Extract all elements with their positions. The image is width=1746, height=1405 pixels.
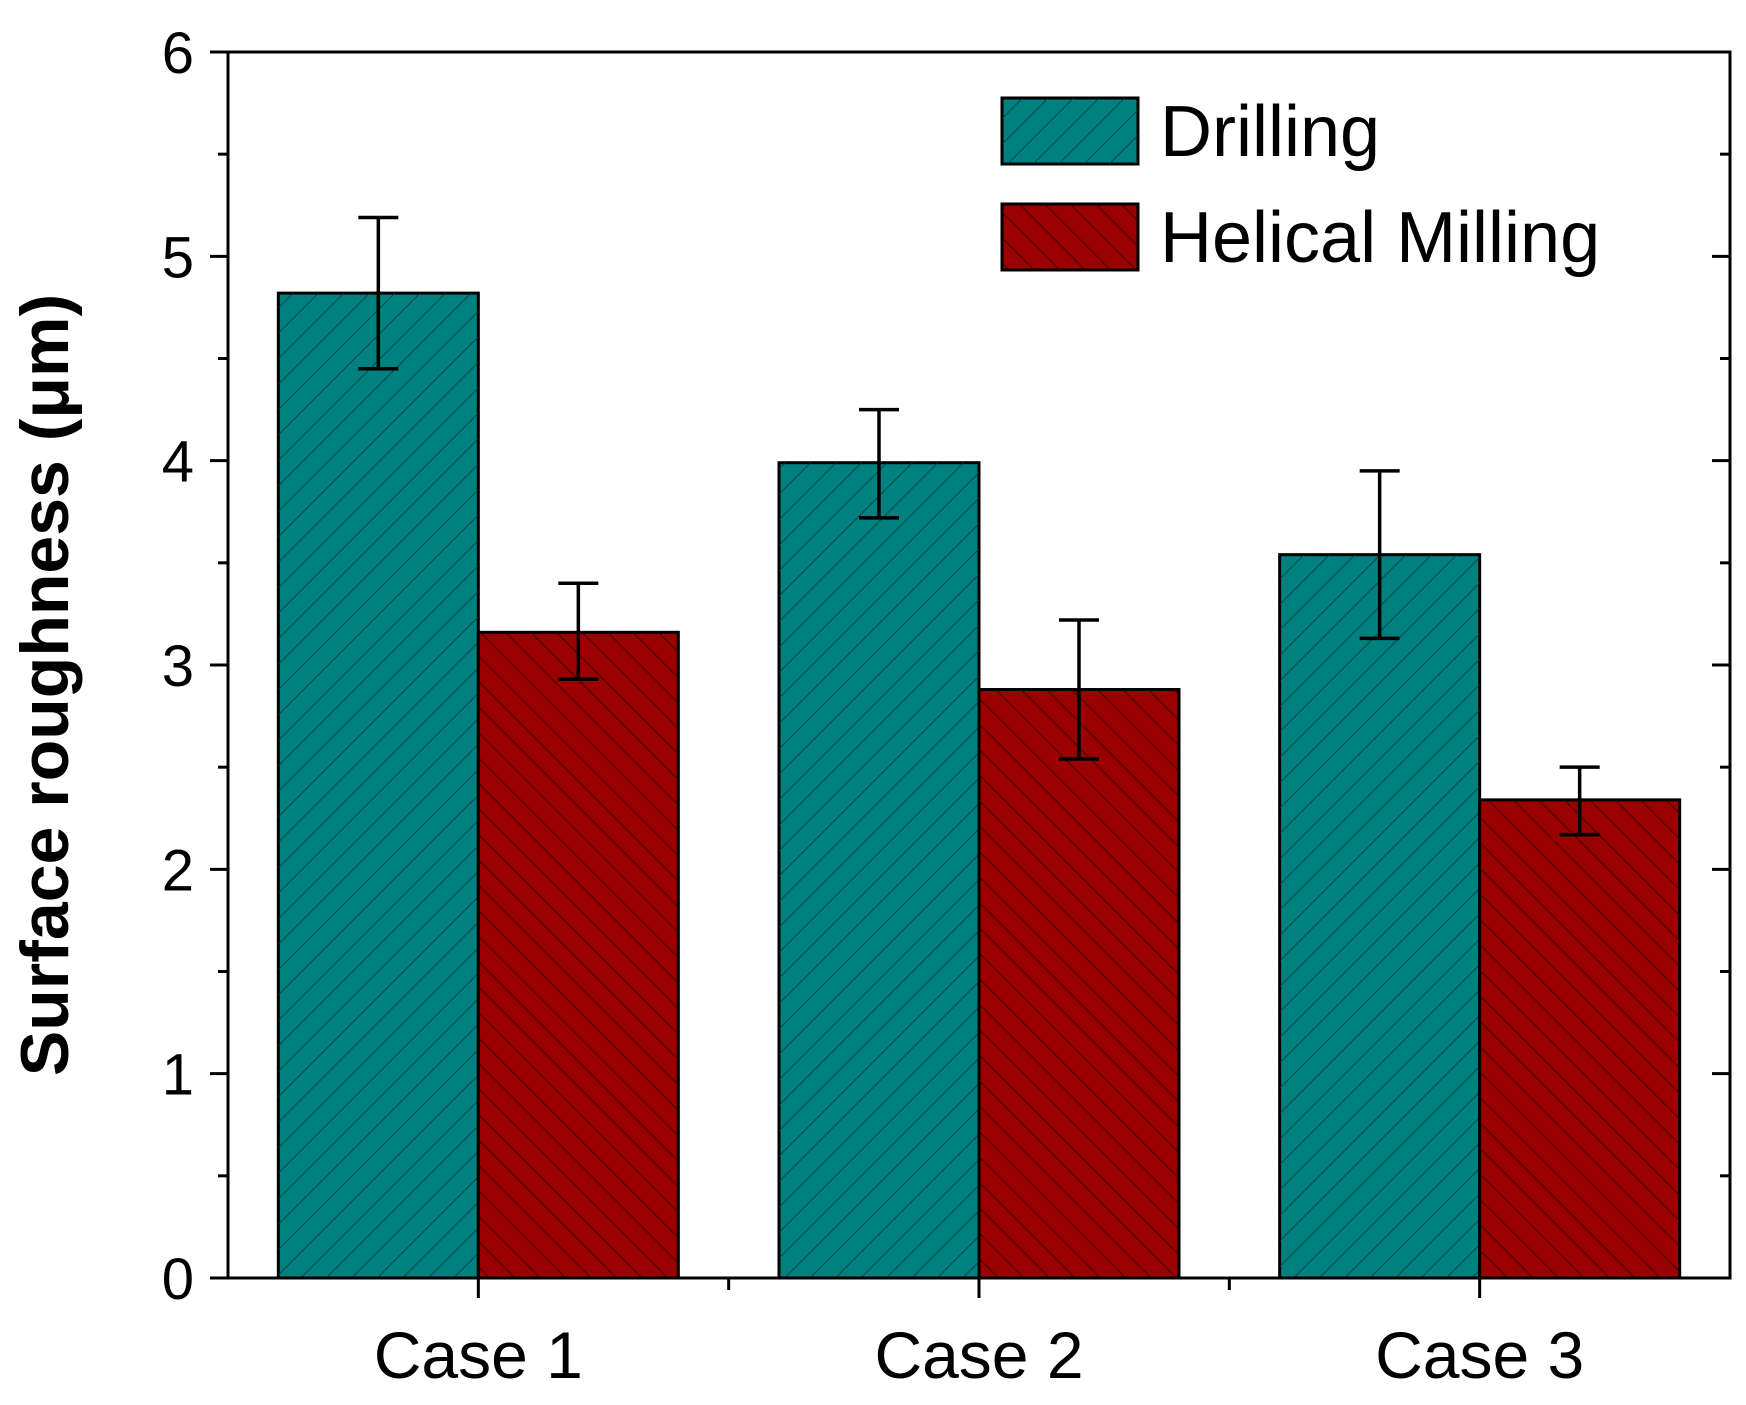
x-tick-label: Case 1 [374, 1318, 583, 1392]
y-tick-label: 4 [162, 430, 194, 495]
error-bar-helical-milling [558, 581, 599, 682]
bar-hatch-helical-milling [979, 689, 1179, 1278]
error-bars-layer [358, 215, 1600, 837]
y-axis-title: Surface roughness (μm) [7, 294, 83, 1076]
bar-hatch-helical-milling [1479, 799, 1680, 1278]
legend-swatch-hatch-helical-milling [1002, 204, 1138, 270]
legend-label-drilling: Drilling [1160, 92, 1380, 172]
y-tick-label: 0 [162, 1247, 194, 1312]
legend-label-helical-milling: Helical Milling [1160, 198, 1600, 278]
bar-hatch-helical-milling [478, 632, 679, 1278]
error-bar-helical-milling [1559, 765, 1600, 837]
bar-hatch-drilling [278, 293, 479, 1278]
bar-hatch-drilling [779, 462, 979, 1279]
bars-layer [276, 291, 1682, 1280]
x-axis: Case 1 Case 2 Case 3 [374, 1278, 1584, 1392]
x-tick-label: Case 3 [1375, 1318, 1584, 1392]
x-tick-label: Case 2 [874, 1318, 1083, 1392]
legend-swatch-hatch-drilling [1002, 98, 1138, 164]
y-tick-label: 3 [162, 634, 194, 699]
y-tick-label: 5 [162, 225, 194, 290]
error-bar-drilling [1359, 469, 1400, 641]
bar-hatch-drilling [1279, 554, 1480, 1278]
error-bar-drilling [358, 215, 399, 371]
legend: Drilling Helical Milling [1000, 92, 1600, 278]
y-axis: 0 1 2 3 4 5 6 [162, 21, 1730, 1312]
error-bar-drilling [859, 407, 899, 520]
error-bar-helical-milling [1059, 618, 1099, 761]
y-tick-label: 2 [162, 838, 194, 903]
y-tick-label: 6 [162, 21, 194, 86]
y-tick-label: 1 [162, 1043, 194, 1108]
